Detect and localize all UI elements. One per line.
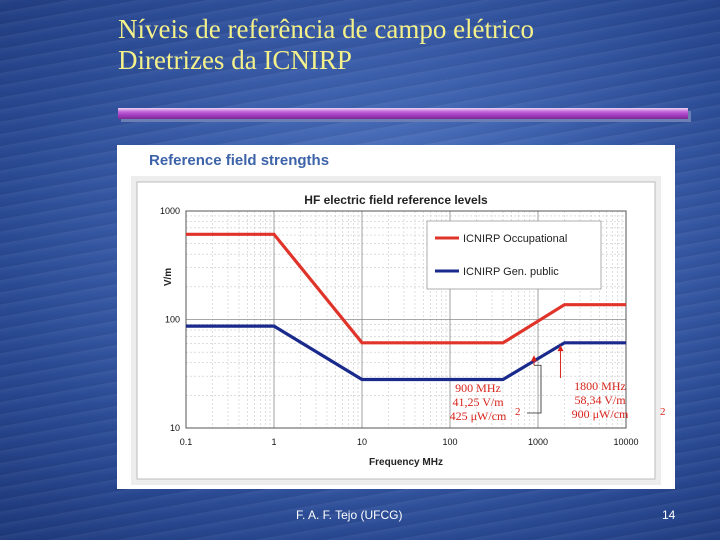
footer-author: F. A. F. Tejo (UFCG) — [296, 508, 403, 522]
x-tick-label: 1 — [271, 437, 276, 447]
series-line-general-public — [186, 324, 626, 382]
annotation-900mhz-superscript: 2 — [515, 406, 521, 418]
chart-panel: Reference field strengths HF electric fi… — [117, 145, 675, 489]
title-line-2: Diretrizes da ICNIRP — [118, 45, 352, 75]
callout-arrowhead-900 — [530, 355, 537, 362]
y-tick-label: 10 — [170, 423, 180, 433]
callout-leader-900 — [527, 364, 542, 414]
x-tick-label: 10000 — [613, 437, 638, 447]
annotation-900mhz-line: 900 MHz — [455, 381, 501, 395]
annotation-1800mhz-line: 1800 MHz — [574, 379, 626, 393]
chart-svg: Reference field strengths HF electric fi… — [131, 152, 666, 485]
y-tick-label: 1000 — [160, 206, 180, 216]
annotation-900mhz-line: 425 μW/cm — [450, 409, 507, 423]
x-tick-label: 100 — [442, 437, 457, 447]
callout-arrowhead-1800 — [557, 345, 564, 352]
title-line-1: Níveis de referência de campo elétrico — [118, 14, 535, 44]
plot-frame — [185, 210, 627, 429]
y-tick-label: 100 — [165, 315, 180, 325]
x-tick-label: 1000 — [528, 437, 548, 447]
page-number: 14 — [662, 508, 676, 522]
x-tick-label: 10 — [357, 437, 367, 447]
legend-box — [426, 220, 602, 290]
annotation-1800mhz-superscript: 2 — [660, 406, 666, 418]
annotation-900mhz-line: 41,25 V/m — [452, 395, 504, 409]
chart-header: Reference field strengths — [149, 152, 329, 169]
y-axis-label: V/m — [163, 268, 174, 286]
x-axis-label: Frequency MHz — [369, 457, 443, 468]
title-divider-bar — [118, 108, 688, 119]
slide-title: Níveis de referência de campo elétrico D… — [118, 14, 698, 76]
chart-title: HF electric field reference levels — [304, 193, 488, 207]
x-tick-label: 0.1 — [180, 437, 193, 447]
legend-label: ICNIRP Occupational — [463, 233, 567, 245]
series-line-occupational — [186, 232, 626, 345]
annotation-1800mhz-line: 58,34 V/m — [574, 393, 626, 407]
plot-area: 0.1 1 10 100 1000 10000 10 100 1000 Frequency MHz… — [160, 206, 666, 468]
annotation-1800mhz-line: 900 μW/cm — [572, 407, 629, 421]
legend-label: ICNIRP Gen. public — [463, 266, 559, 278]
